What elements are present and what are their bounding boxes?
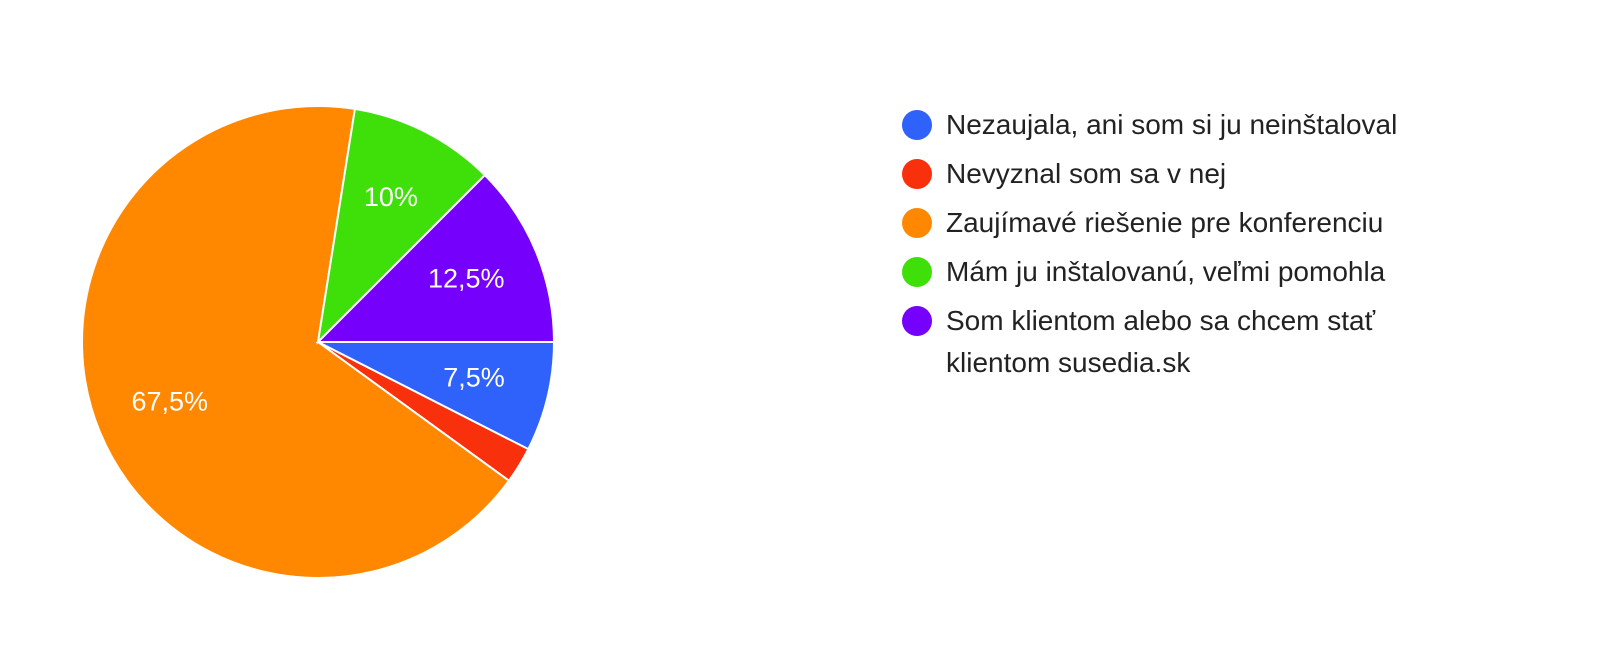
legend-swatch <box>902 110 932 140</box>
legend-label: Nevyznal som sa v nej <box>946 158 1227 189</box>
pie-slice <box>315 173 556 343</box>
legend: Nezaujala, ani som si ju neinštaloval Nev… <box>902 104 1462 391</box>
legend-label: Zaujímavé riešenie pre konferenciu <box>946 207 1384 238</box>
legend-swatch <box>902 306 932 336</box>
pie-slice <box>316 107 487 345</box>
legend-label: Mám ju inštalovanú, veľmi pomohla <box>946 256 1386 287</box>
pie-slice <box>81 105 511 579</box>
legend-item: Mám ju inštalovanú, veľmi pomohla <box>902 251 1462 293</box>
legend-label: Som klientom alebo sa chcem stať kliento… <box>946 305 1376 378</box>
legend-swatch <box>902 257 932 287</box>
legend-item: Nezaujala, ani som si ju neinštaloval <box>902 104 1462 146</box>
slice-label: 7,5% <box>443 363 505 393</box>
legend-item: Nevyznal som sa v nej <box>902 153 1462 195</box>
legend-item: Som klientom alebo sa chcem stať kliento… <box>902 300 1462 384</box>
legend-item: Zaujímavé riešenie pre konferenciu <box>902 202 1462 244</box>
pie-slice <box>317 341 556 451</box>
slice-label: 10% <box>364 182 418 212</box>
legend-swatch <box>902 159 932 189</box>
slice-label: 67,5% <box>131 387 208 417</box>
legend-label: Nezaujala, ani som si ju neinštaloval <box>946 109 1398 140</box>
slice-label: 12,5% <box>428 264 505 294</box>
legend-swatch <box>902 208 932 238</box>
